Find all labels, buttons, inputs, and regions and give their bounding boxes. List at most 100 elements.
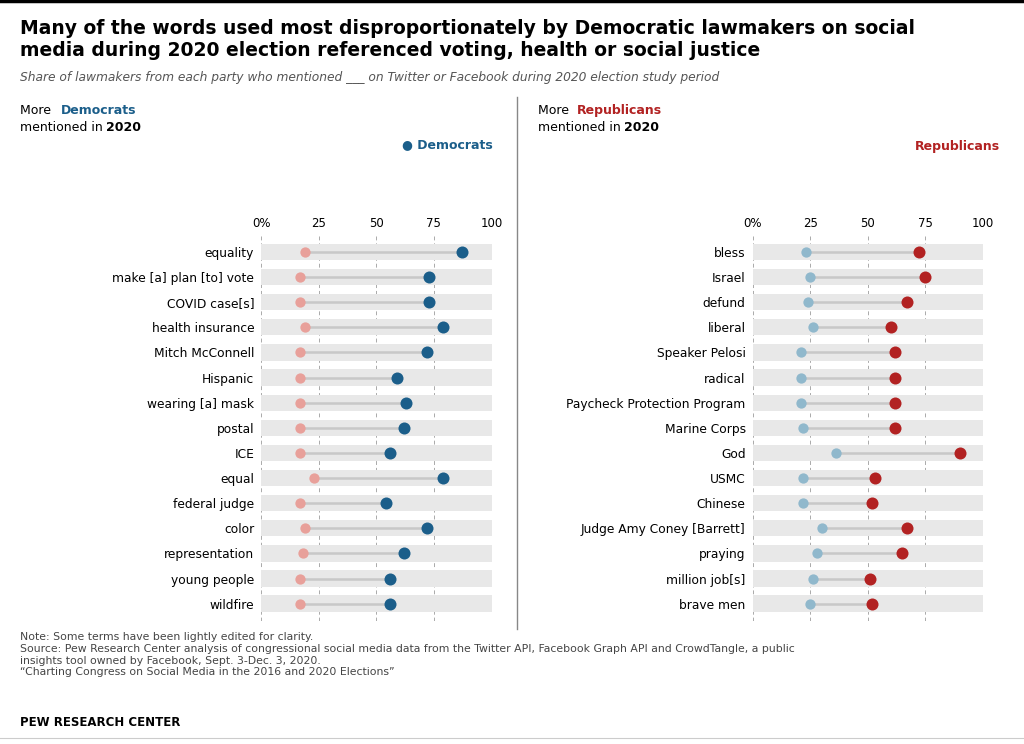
Point [292, 597, 308, 609]
Point [292, 347, 308, 359]
Bar [261, 445, 492, 461]
Bar [261, 495, 492, 511]
Point [292, 271, 308, 283]
Point [292, 497, 308, 509]
Point [421, 271, 437, 283]
Bar [753, 369, 983, 385]
Point [883, 321, 899, 333]
Text: PEW RESEARCH CENTER: PEW RESEARCH CENTER [20, 716, 181, 728]
Point [292, 397, 308, 408]
Text: mentioned in: mentioned in [20, 121, 108, 133]
Bar [261, 595, 492, 612]
Bar [753, 595, 983, 612]
Bar [753, 244, 983, 260]
Point [382, 447, 398, 459]
Point [899, 522, 915, 534]
Text: Note: Some terms have been lightly edited for clarity.
Source: Pew Research Cent: Note: Some terms have been lightly edite… [20, 632, 796, 677]
Point [395, 548, 412, 559]
Bar [753, 269, 983, 285]
Point [887, 422, 903, 434]
Point [827, 447, 844, 459]
Point [862, 573, 879, 585]
Bar [261, 319, 492, 336]
Bar [261, 244, 492, 260]
Bar [261, 545, 492, 562]
Point [295, 548, 311, 559]
Text: More: More [20, 104, 55, 117]
Point [805, 573, 821, 585]
Bar [753, 420, 983, 436]
Bar [753, 445, 983, 461]
Point [802, 271, 818, 283]
Bar [261, 571, 492, 587]
Point [382, 597, 398, 609]
Point [809, 548, 825, 559]
Text: 2020: 2020 [624, 121, 658, 133]
Point [795, 422, 811, 434]
Point [805, 321, 821, 333]
Bar [753, 344, 983, 361]
Point [297, 246, 313, 258]
Point [894, 548, 910, 559]
Point [793, 397, 809, 408]
Text: mentioned in: mentioned in [538, 121, 625, 133]
Bar [753, 571, 983, 587]
Point [813, 522, 829, 534]
Bar [753, 394, 983, 411]
Bar [753, 294, 983, 310]
Point [419, 347, 435, 359]
Bar [753, 545, 983, 562]
Point [887, 347, 903, 359]
Point [435, 321, 452, 333]
Bar [753, 470, 983, 487]
Bar [261, 294, 492, 310]
Point [435, 472, 452, 484]
Point [292, 573, 308, 585]
Point [866, 472, 883, 484]
Point [292, 371, 308, 383]
Point [421, 296, 437, 308]
Bar [261, 269, 492, 285]
Text: Many of the words used most disproportionately by Democratic lawmakers on social: Many of the words used most disproportio… [20, 19, 915, 38]
Text: media during 2020 election referenced voting, health or social justice: media during 2020 election referenced vo… [20, 41, 761, 60]
Point [395, 422, 412, 434]
Text: Republicans: Republicans [577, 104, 662, 117]
Bar [753, 319, 983, 336]
Bar [261, 394, 492, 411]
Text: Democrats: Democrats [60, 104, 136, 117]
Bar [261, 470, 492, 487]
Point [910, 246, 927, 258]
Point [864, 597, 881, 609]
Point [377, 497, 393, 509]
Point [899, 296, 915, 308]
Point [887, 397, 903, 408]
Point [795, 472, 811, 484]
Point [952, 447, 969, 459]
Bar [261, 344, 492, 361]
Point [864, 497, 881, 509]
Point [887, 371, 903, 383]
Bar [261, 369, 492, 385]
Bar [753, 520, 983, 536]
Point [306, 472, 323, 484]
Point [454, 246, 470, 258]
Bar [261, 420, 492, 436]
Point [398, 397, 415, 408]
Point [795, 497, 811, 509]
Text: Republicans: Republicans [915, 140, 1000, 153]
Point [382, 573, 398, 585]
Point [793, 347, 809, 359]
Point [297, 522, 313, 534]
Point [419, 522, 435, 534]
Text: 2020: 2020 [106, 121, 141, 133]
Text: ● Democrats: ● Democrats [401, 138, 493, 150]
Point [800, 296, 816, 308]
Point [389, 371, 406, 383]
Point [802, 597, 818, 609]
Text: Share of lawmakers from each party who mentioned ___ on Twitter or Facebook duri: Share of lawmakers from each party who m… [20, 71, 720, 83]
Point [292, 447, 308, 459]
Point [292, 422, 308, 434]
Point [297, 321, 313, 333]
Bar [753, 495, 983, 511]
Point [918, 271, 934, 283]
